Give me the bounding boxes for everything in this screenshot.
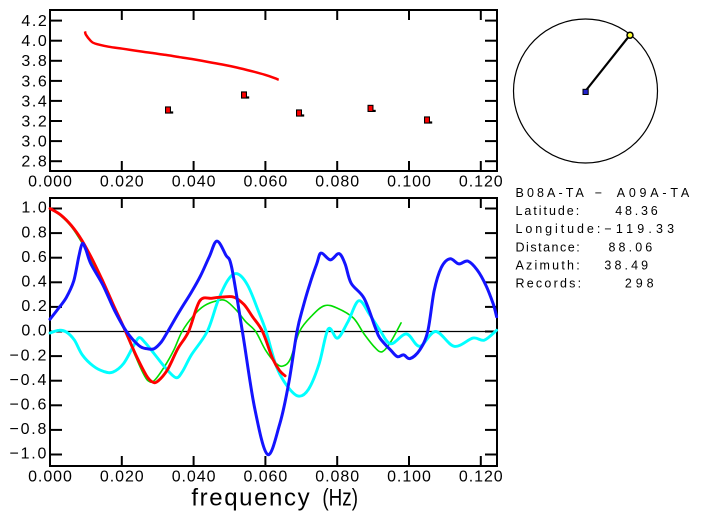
svg-text:0.8: 0.8	[21, 224, 46, 241]
svg-text:0.000: 0.000	[28, 174, 72, 191]
svg-text:0.080: 0.080	[315, 469, 359, 486]
svg-text:Records:: Records:	[516, 277, 582, 291]
svg-text:3.6: 3.6	[21, 73, 46, 90]
svg-text:38.49: 38.49	[604, 258, 648, 272]
svg-text:0.6: 0.6	[21, 249, 46, 266]
svg-text:2.8: 2.8	[21, 154, 46, 171]
svg-text:0.120: 0.120	[459, 469, 503, 486]
svg-text:Azimuth:: Azimuth:	[516, 258, 580, 272]
svg-text:−0.6: −0.6	[10, 397, 47, 414]
svg-text:298: 298	[625, 277, 654, 291]
svg-text:3.2: 3.2	[21, 113, 46, 130]
svg-text:frequency: frequency	[191, 485, 309, 512]
svg-text:−1.0: −1.0	[10, 446, 47, 463]
svg-text:0.040: 0.040	[172, 174, 216, 191]
svg-text:A09A-TA: A09A-TA	[617, 186, 690, 200]
svg-text:0.020: 0.020	[100, 174, 144, 191]
svg-text:3.0: 3.0	[21, 134, 46, 151]
svg-text:−: −	[595, 186, 602, 200]
svg-text:0.120: 0.120	[459, 174, 503, 191]
svg-text:−0.4: −0.4	[10, 372, 47, 389]
svg-text:(Hz): (Hz)	[322, 485, 358, 512]
svg-text:1.0: 1.0	[21, 200, 46, 217]
svg-text:B08A-TA: B08A-TA	[516, 186, 585, 200]
svg-text:0.4: 0.4	[21, 274, 46, 291]
svg-text:0.020: 0.020	[100, 469, 144, 486]
svg-text:Distance:: Distance:	[516, 240, 580, 254]
svg-text:0.0: 0.0	[21, 323, 46, 340]
svg-text:4.0: 4.0	[21, 33, 46, 50]
svg-text:0.060: 0.060	[244, 469, 288, 486]
svg-text:0.100: 0.100	[387, 174, 431, 191]
svg-text:−0.8: −0.8	[10, 421, 47, 438]
svg-text:−119.33: −119.33	[604, 222, 674, 236]
svg-text:3.4: 3.4	[21, 93, 46, 110]
svg-text:0.000: 0.000	[28, 469, 72, 486]
svg-text:0.040: 0.040	[172, 469, 216, 486]
svg-text:0.2: 0.2	[21, 298, 46, 315]
svg-text:0.060: 0.060	[244, 174, 288, 191]
svg-text:0.100: 0.100	[387, 469, 431, 486]
svg-text:−0.2: −0.2	[10, 347, 47, 364]
svg-text:88.06: 88.06	[609, 240, 653, 254]
svg-text:3.8: 3.8	[21, 53, 46, 70]
svg-text:4.2: 4.2	[21, 13, 46, 30]
svg-text:0.080: 0.080	[315, 174, 359, 191]
svg-text:48.36: 48.36	[615, 204, 657, 218]
